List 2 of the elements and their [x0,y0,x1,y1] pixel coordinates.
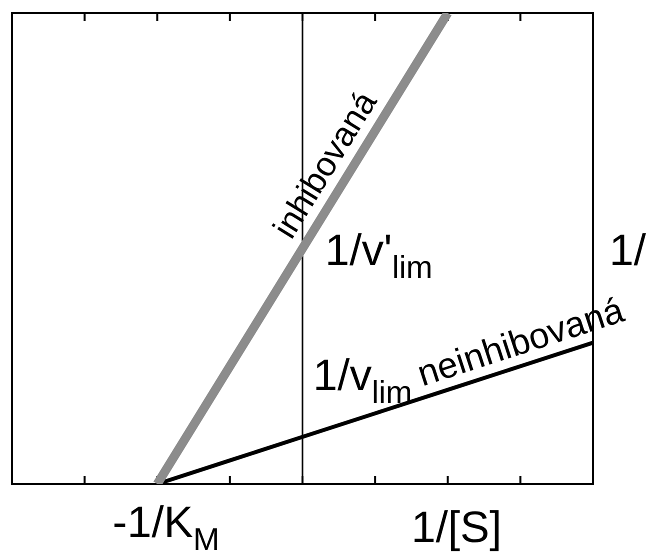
text: 1/ [609,226,647,275]
x-axis-title: 1/[S] [411,503,502,552]
